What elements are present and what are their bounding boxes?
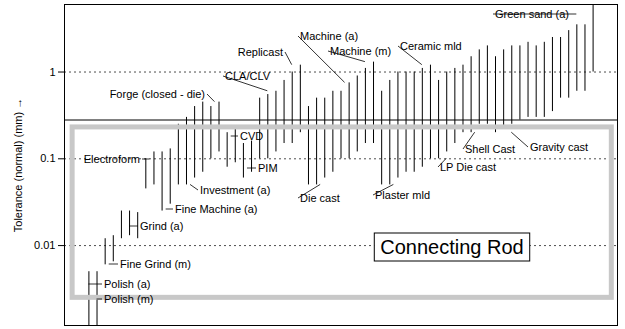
svg-text:Tolerance (normal) (mm) →: Tolerance (normal) (mm) → <box>12 98 24 232</box>
svg-text:Fine Grind (m): Fine Grind (m) <box>120 258 191 270</box>
svg-text:Electroform: Electroform <box>84 153 140 165</box>
svg-text:Grind (a): Grind (a) <box>140 220 183 232</box>
svg-text:1: 1 <box>49 66 55 78</box>
svg-text:CLA/CLV: CLA/CLV <box>225 70 271 82</box>
svg-text:Polish (a): Polish (a) <box>104 278 150 290</box>
svg-text:Machine (a): Machine (a) <box>300 30 358 42</box>
svg-text:0.01: 0.01 <box>34 239 55 251</box>
svg-text:LP Die cast: LP Die cast <box>440 161 496 173</box>
svg-text:Die cast: Die cast <box>300 192 340 204</box>
svg-text:Fine Machine (a): Fine Machine (a) <box>175 203 258 215</box>
svg-text:Forge (closed - die): Forge (closed - die) <box>110 88 205 100</box>
svg-text:Ceramic mld: Ceramic mld <box>400 40 462 52</box>
svg-text:0.1: 0.1 <box>40 152 55 164</box>
svg-text:Plaster mld: Plaster mld <box>375 189 430 201</box>
svg-text:Machine (m): Machine (m) <box>330 45 391 57</box>
svg-text:CVD: CVD <box>240 130 263 142</box>
svg-text:Replicast: Replicast <box>238 46 283 58</box>
svg-text:Connecting Rod: Connecting Rod <box>380 236 523 258</box>
svg-text:PIM: PIM <box>258 162 278 174</box>
svg-text:Polish (m): Polish (m) <box>104 293 154 305</box>
svg-text:Shell Cast: Shell Cast <box>465 143 515 155</box>
svg-text:Investment (a): Investment (a) <box>200 184 270 196</box>
svg-text:Green sand (a): Green sand (a) <box>495 8 569 20</box>
svg-text:Gravity cast: Gravity cast <box>530 141 588 153</box>
